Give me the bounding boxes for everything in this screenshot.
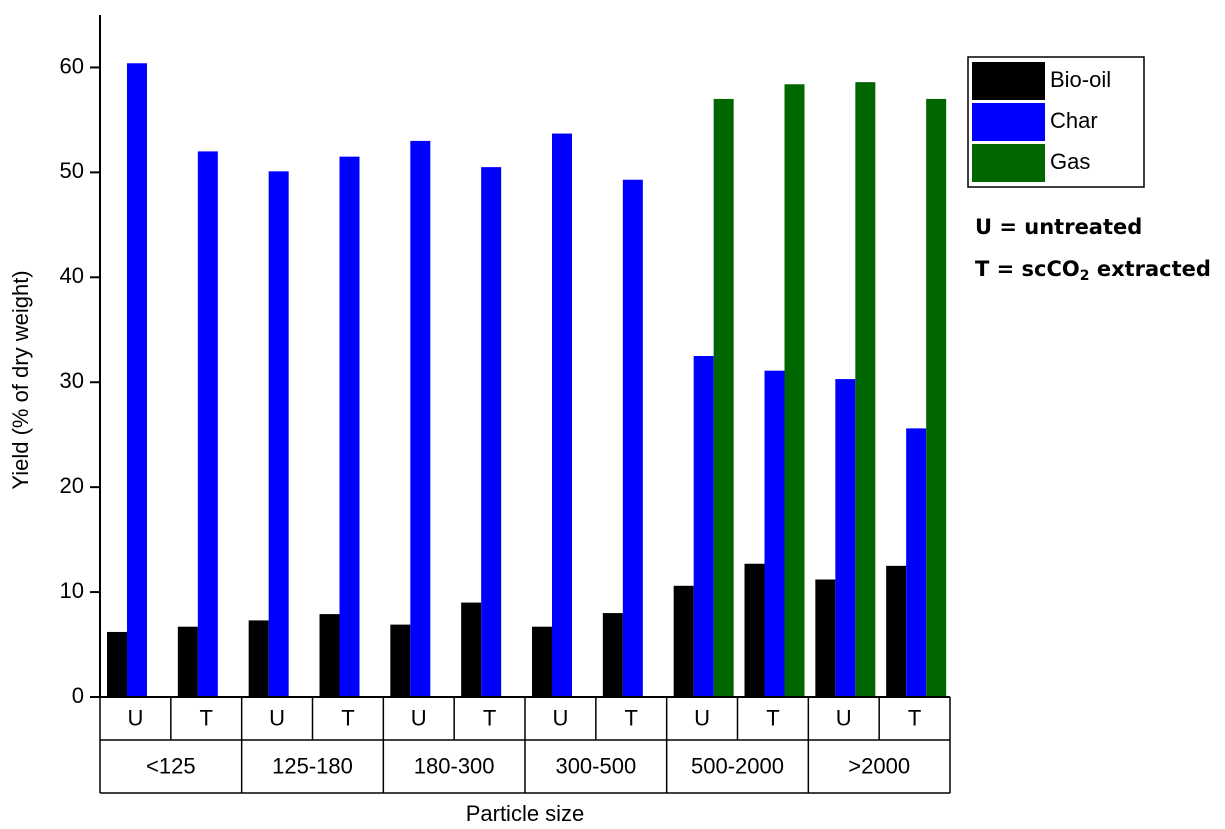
legend-label: Bio-oil xyxy=(1050,67,1111,92)
y-tick-label: 30 xyxy=(60,368,84,393)
bar xyxy=(481,167,502,698)
group-label: <125 xyxy=(146,753,196,778)
bar xyxy=(744,563,765,697)
bar xyxy=(693,356,714,697)
group-label: 500-2000 xyxy=(691,753,784,778)
x-tick-label: T xyxy=(200,705,213,730)
legend-label: Gas xyxy=(1050,149,1090,174)
bar xyxy=(461,602,482,697)
annotation: U = untreated xyxy=(975,215,1142,239)
group-label: 125-180 xyxy=(272,753,353,778)
x-axis-label: Particle size xyxy=(466,801,585,826)
y-axis-label: Yield (% of dry weight) xyxy=(8,270,33,489)
y-tick-label: 10 xyxy=(60,578,84,603)
bar xyxy=(127,63,147,698)
y-tick-label: 20 xyxy=(60,473,84,498)
annotation-text: extracted xyxy=(1090,257,1211,281)
x-tick-label: T xyxy=(766,705,779,730)
bar xyxy=(784,84,805,698)
bar xyxy=(107,631,127,697)
x-tick-label: U xyxy=(269,705,285,730)
bar xyxy=(764,370,785,697)
bar xyxy=(622,179,643,697)
legend-swatch xyxy=(972,144,1045,182)
group-label: 300-500 xyxy=(555,753,636,778)
bar xyxy=(532,626,552,697)
x-tick-label: T xyxy=(908,705,921,730)
y-tick-label: 50 xyxy=(60,158,84,183)
y-tick-label: 40 xyxy=(60,263,84,288)
legend-box xyxy=(967,56,1145,188)
bar xyxy=(815,579,836,697)
legend-label: Char xyxy=(1050,108,1098,133)
x-tick-label: U xyxy=(552,705,568,730)
annotation: T = scCO2 extracted xyxy=(975,257,1211,284)
x-tick-label: U xyxy=(411,705,427,730)
bar xyxy=(602,613,623,697)
y-tick-label: 0 xyxy=(72,683,84,708)
bar xyxy=(926,98,947,697)
bar xyxy=(390,624,411,697)
bar xyxy=(339,156,360,698)
bar xyxy=(713,98,734,697)
group-label: >2000 xyxy=(848,753,910,778)
x-tick-label: U xyxy=(694,705,710,730)
bar xyxy=(886,565,907,697)
bar xyxy=(906,428,927,697)
bar xyxy=(552,133,572,697)
bar xyxy=(248,620,269,697)
bar xyxy=(177,626,198,697)
x-tick-label: T xyxy=(625,705,638,730)
bar xyxy=(835,379,856,697)
bar xyxy=(319,614,340,697)
x-tick-label: T xyxy=(341,705,354,730)
bar xyxy=(197,151,218,697)
x-tick-label: U xyxy=(127,705,143,730)
annotation-subscript: 2 xyxy=(1080,268,1090,284)
y-tick-label: 60 xyxy=(60,53,84,78)
bar xyxy=(410,140,431,697)
legend-swatch xyxy=(972,62,1045,100)
group-label: 180-300 xyxy=(414,753,495,778)
legend-swatch xyxy=(972,103,1045,141)
bar xyxy=(268,171,289,697)
bar xyxy=(855,82,876,698)
annotation-text: T = scCO xyxy=(975,257,1080,281)
x-tick-label: T xyxy=(483,705,496,730)
bar xyxy=(673,585,694,697)
x-tick-label: U xyxy=(836,705,852,730)
